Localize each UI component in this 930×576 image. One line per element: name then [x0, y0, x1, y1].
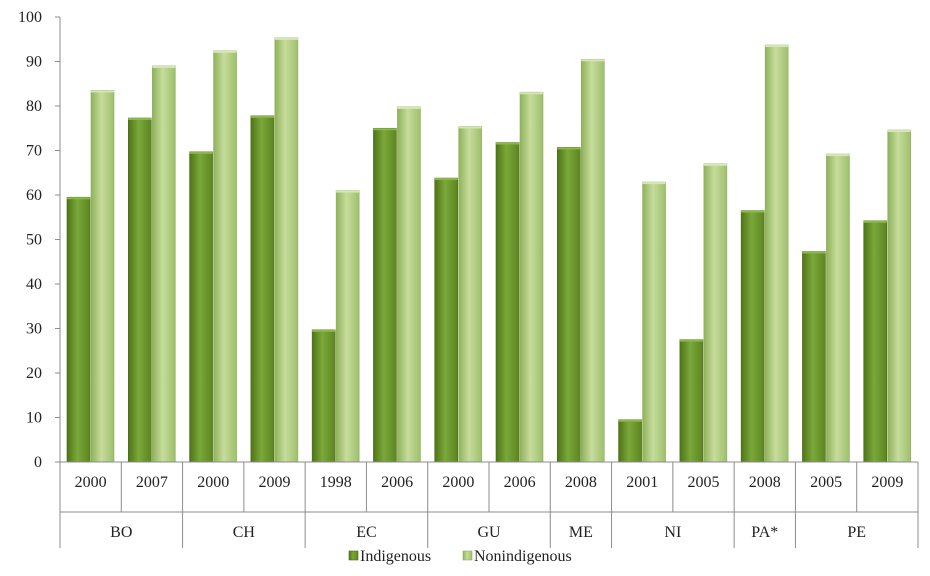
y-tick-label: 70	[26, 143, 42, 160]
bar-nonindigenous	[90, 90, 115, 463]
bar-indigenous	[311, 329, 336, 463]
bar-nonindigenous	[274, 37, 299, 463]
bar-indigenous-cap	[373, 128, 397, 131]
bar-indigenous-cap	[741, 210, 765, 213]
bar-indigenous	[556, 147, 581, 463]
x-group-label: EC	[356, 524, 376, 541]
bar-nonindigenous-cap	[520, 92, 543, 95]
bar-nonindigenous	[764, 44, 789, 463]
bar-indigenous	[250, 115, 275, 463]
bar-indigenous-cap	[618, 419, 642, 422]
y-axis: 0 10 20 30 40 50 60 70 80 90 100	[18, 9, 61, 471]
bar-nonindigenous	[826, 153, 850, 463]
y-tick-label: 20	[26, 365, 42, 382]
y-tick-label: 50	[26, 232, 42, 249]
x-tick-label-year: 2005	[688, 474, 720, 491]
x-tick-label-year: 2009	[871, 474, 903, 491]
y-tick-label: 90	[26, 54, 42, 71]
bar-indigenous	[740, 210, 765, 463]
bar-indigenous-cap	[189, 151, 213, 154]
bar-nonindigenous-cap	[581, 59, 605, 62]
bar-indigenous	[434, 177, 459, 463]
bar-indigenous	[373, 127, 397, 463]
bar-indigenous	[127, 117, 152, 463]
y-tick-label: 10	[26, 410, 42, 427]
x-group-label: NI	[664, 524, 681, 541]
bar-nonindigenous	[580, 58, 605, 463]
bar-nonindigenous	[519, 91, 544, 463]
bar-indigenous	[618, 419, 642, 463]
y-tick-label: 100	[18, 9, 42, 26]
bar-indigenous-cap	[679, 339, 703, 342]
bar-nonindigenous-cap	[642, 182, 666, 185]
bar-nonindigenous	[213, 50, 237, 463]
legend-label-nonindigenous: Nonindigenous	[474, 548, 572, 565]
bar-nonindigenous-cap	[887, 130, 911, 133]
bar-indigenous	[863, 220, 888, 463]
x-tick-label-year: 2008	[749, 474, 781, 491]
x-group-label: BO	[110, 524, 132, 541]
x-group-label: GU	[477, 524, 501, 541]
bar-indigenous-cap	[250, 115, 274, 118]
bars	[66, 37, 912, 463]
bar-indigenous-cap	[863, 220, 887, 223]
x-tick-label-year: 2008	[565, 474, 597, 491]
legend-swatch-indigenous	[348, 550, 359, 561]
bar-indigenous-cap	[312, 329, 336, 332]
x-tick-label-year: 2005	[810, 474, 842, 491]
x-tick-label-year: 2006	[381, 474, 413, 491]
bar-nonindigenous-cap	[152, 65, 176, 68]
x-tick-label-year: 2000	[197, 474, 229, 491]
bar-nonindigenous-cap	[826, 154, 850, 157]
legend-label-indigenous: Indigenous	[360, 548, 431, 565]
x-tick-label-year: 2000	[75, 474, 107, 491]
bar-indigenous-cap	[802, 251, 826, 254]
bar-nonindigenous	[335, 190, 360, 463]
bar-nonindigenous-cap	[765, 45, 789, 48]
bar-indigenous	[66, 196, 91, 463]
x-tick-label-year: 2000	[442, 474, 474, 491]
bar-nonindigenous-cap	[458, 126, 482, 129]
bar-nonindigenous-cap	[703, 163, 727, 166]
y-tick-label: 80	[26, 98, 42, 115]
bar-indigenous-cap	[557, 147, 581, 150]
bar-indigenous-cap	[67, 197, 90, 200]
bar-nonindigenous	[397, 106, 421, 463]
x-tick-label-year: 2001	[626, 474, 658, 491]
bar-nonindigenous-cap	[91, 90, 114, 93]
y-tick-label: 40	[26, 276, 42, 293]
x-tick-label-year: 2007	[136, 474, 168, 491]
x-tick-label-year: 2006	[504, 474, 536, 491]
x-group-label: ME	[569, 524, 593, 541]
bar-nonindigenous-cap	[213, 50, 237, 53]
bar-indigenous	[802, 251, 826, 463]
legend: Indigenous Nonindigenous	[348, 548, 572, 565]
legend-swatch-nonindigenous	[462, 550, 473, 561]
bar-indigenous	[679, 339, 704, 463]
y-tick-label: 30	[26, 321, 42, 338]
bar-nonindigenous	[703, 163, 728, 463]
x-group-label: PA*	[751, 524, 778, 541]
bar-indigenous-cap	[496, 142, 519, 145]
bar-indigenous-cap	[434, 178, 458, 181]
bar-indigenous	[495, 142, 520, 463]
y-tick-label: 0	[34, 454, 42, 471]
x-tick-label-year: 2009	[259, 474, 291, 491]
bar-nonindigenous-cap	[274, 37, 298, 40]
bar-nonindigenous	[642, 181, 666, 463]
bar-nonindigenous	[151, 65, 176, 463]
bar-indigenous	[189, 151, 213, 463]
bar-nonindigenous-cap	[336, 190, 360, 193]
x-group-label: PE	[847, 524, 866, 541]
x-axis: 2000 2007 2000 2009 1998 2006 2000 2006 2008 2001…	[59, 461, 919, 548]
bar-nonindigenous	[887, 129, 912, 463]
bar-nonindigenous	[458, 126, 483, 463]
x-group-label: CH	[233, 524, 256, 541]
bar-nonindigenous-cap	[397, 106, 421, 109]
y-tick-label: 60	[26, 187, 42, 204]
x-tick-label-year: 1998	[320, 474, 352, 491]
bar-indigenous-cap	[128, 118, 152, 121]
